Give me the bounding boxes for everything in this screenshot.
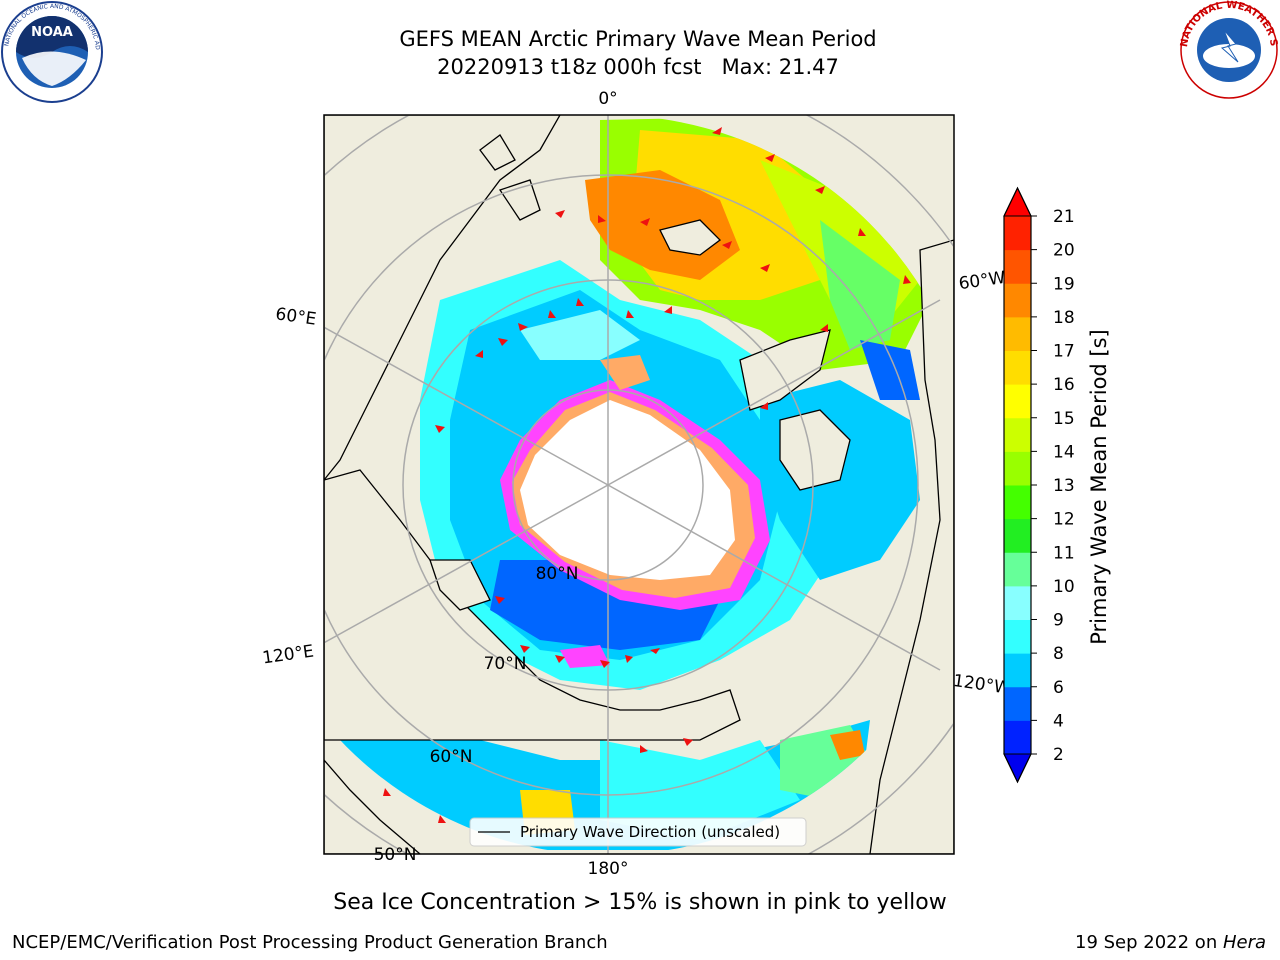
lat-label-80n: 80°N	[536, 564, 579, 584]
legend-label: Primary Wave Direction (unscaled)	[520, 823, 780, 841]
colorbar-segment	[1004, 283, 1031, 318]
colorbar-segment	[1004, 720, 1031, 755]
colorbar-tick-label: 19	[1053, 274, 1075, 294]
colorbar-segment	[1004, 384, 1031, 419]
colorbar-tick-label: 13	[1053, 476, 1075, 496]
colorbar-tick-label: 6	[1053, 678, 1064, 698]
colorbar-under-arrow	[1003, 753, 1032, 784]
footer-credit: NCEP/EMC/Verification Post Processing Pr…	[12, 932, 608, 953]
colorbar-segment	[1004, 350, 1031, 385]
colorbar: 2 4 6 8 9 10 11 12 13 14 15 16 17 18 19 20 21	[1003, 186, 1075, 784]
graticule	[324, 115, 954, 854]
chart-title: GEFS MEAN Arctic Primary Wave Mean Perio…	[399, 27, 877, 51]
colorbar-segment	[1004, 619, 1031, 654]
colorbar-tick-label: 2	[1053, 745, 1064, 765]
colorbar-tick-label: 18	[1053, 308, 1075, 328]
lon-label-0: 0°	[598, 89, 617, 109]
sea-ice-caption: Sea Ice Concentration > 15% is shown in …	[333, 890, 947, 915]
lat-label-70n: 70°N	[484, 654, 527, 674]
lon-label-180: 180°	[588, 859, 629, 879]
lat-label-50n: 50°N	[374, 845, 417, 865]
lon-label-60e: 60°E	[274, 304, 317, 329]
colorbar-segment	[1004, 417, 1031, 452]
lon-label-120e: 120°E	[261, 641, 315, 668]
colorbar-tick-label: 11	[1053, 543, 1075, 563]
footer-machine: Hera	[1222, 932, 1266, 953]
colorbar-tick-label: 16	[1053, 375, 1075, 395]
colorbar-segment	[1004, 316, 1031, 351]
wave-direction-arrows	[383, 127, 911, 823]
lat-label-60n: 60°N	[430, 747, 473, 767]
coastlines	[324, 115, 954, 854]
footer-date-text: 19 Sep 2022 on	[1075, 932, 1223, 953]
colorbar-label: Primary Wave Mean Period [s]	[1087, 329, 1111, 645]
noaa-logo: NOAA NATIONAL OCEANIC AND ATMOSPHERIC AD…	[0, 0, 103, 103]
footer-date: 19 Sep 2022 on Hera	[1075, 932, 1266, 953]
chart-subtitle: 20220913 t18z 000h fcst Max: 21.47	[437, 55, 839, 79]
map-frame	[323, 114, 955, 855]
nws-logo: NATIONAL WEATHER SERVICE	[1178, 0, 1279, 99]
lon-label-60w: 60°W	[957, 268, 1006, 294]
colorbar-segment	[1004, 485, 1031, 520]
colorbar-segment	[1004, 518, 1031, 553]
noaa-logo-text: NOAA	[31, 25, 73, 40]
colorbar-tick-label: 17	[1053, 342, 1075, 362]
colorbar-over-arrow	[1003, 186, 1032, 217]
map-area: Primary Wave Direction (unscaled)	[324, 115, 954, 854]
colorbar-segment	[1004, 686, 1031, 721]
colorbar-tick-label: 4	[1053, 711, 1064, 731]
colorbar-segment	[1004, 552, 1031, 587]
colorbar-tick-label: 21	[1053, 207, 1075, 227]
colorbar-tick-label: 20	[1053, 241, 1075, 261]
colorbar-segment	[1004, 653, 1031, 688]
lon-label-120w: 120°W	[952, 671, 1012, 699]
colorbar-segment	[1004, 216, 1031, 251]
colorbar-tick-label: 10	[1053, 577, 1075, 597]
colorbar-segment	[1004, 451, 1031, 486]
colorbar-tick-label: 15	[1053, 409, 1075, 429]
colorbar-tick-label: 9	[1053, 611, 1064, 631]
colorbar-tick-label: 14	[1053, 442, 1075, 462]
colorbar-segment	[1004, 249, 1031, 284]
colorbar-segment	[1004, 585, 1031, 620]
map-legend: Primary Wave Direction (unscaled)	[469, 817, 807, 847]
colorbar-tick-label: 12	[1053, 510, 1075, 530]
colorbar-tick-label: 8	[1053, 644, 1064, 664]
